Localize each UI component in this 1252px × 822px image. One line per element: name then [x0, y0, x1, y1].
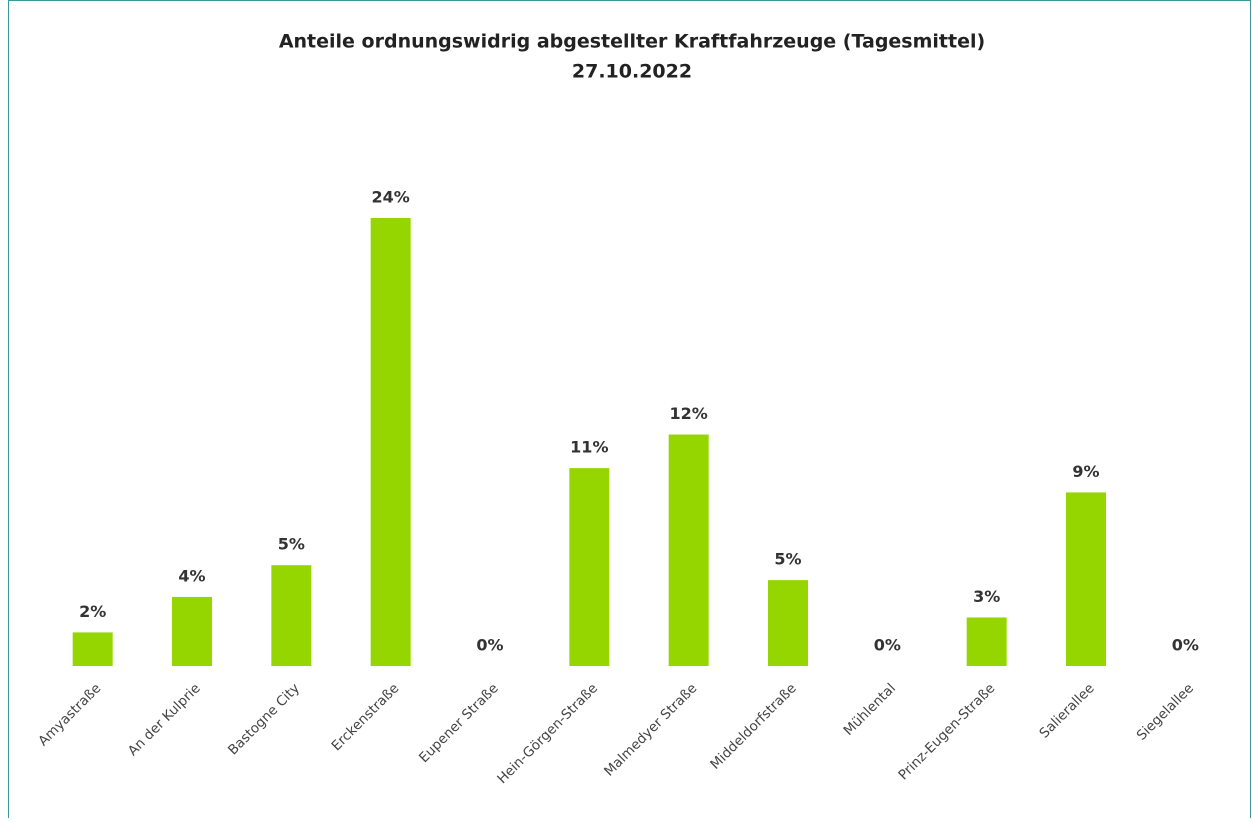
frame — [8, 0, 1251, 822]
x-tick-label: Prinz-Eugen-Straße — [895, 680, 998, 783]
bar — [1066, 492, 1106, 666]
x-tick-label: Siegelallee — [1134, 680, 1197, 743]
x-tick-label: Erckenstraße — [329, 680, 403, 754]
x-tick-label: Malmedyer Straße — [601, 680, 700, 779]
bar — [271, 565, 312, 666]
chart-subtitle: 27.10.2022 — [572, 61, 692, 83]
x-tick-label: Amyastraße — [35, 680, 104, 749]
value-label: 2% — [79, 602, 106, 621]
value-label: 5% — [278, 535, 305, 554]
x-tick-label: Eupener Straße — [416, 680, 502, 766]
x-tick-label: Bastogne City — [225, 680, 303, 758]
bar — [668, 434, 709, 666]
value-label: 0% — [1172, 636, 1199, 655]
value-label: 24% — [372, 188, 410, 207]
x-tick-label: Mühlental — [841, 680, 899, 738]
bar — [966, 617, 1007, 666]
value-label: 5% — [774, 550, 801, 569]
value-label: 11% — [570, 438, 608, 457]
value-label: 0% — [476, 636, 503, 655]
x-tick-label: Middeldorfstraße — [707, 680, 799, 772]
x-tick-label: Salierallee — [1036, 680, 1097, 741]
value-label: 4% — [178, 566, 205, 585]
value-label: 3% — [973, 587, 1000, 606]
bar — [370, 218, 411, 666]
chart-title: Anteile ordnungswidrig abgestellter Kraf… — [279, 31, 985, 53]
value-label: 12% — [670, 404, 708, 423]
bar — [72, 632, 113, 666]
x-tick-label: Hein-Görgen-Straße — [494, 680, 601, 787]
x-tick-label: An der Kulprie — [125, 680, 204, 759]
bar — [768, 580, 808, 666]
bar — [569, 468, 610, 666]
bar — [172, 596, 212, 666]
value-label: 9% — [1072, 462, 1099, 481]
value-label: 0% — [874, 636, 901, 655]
